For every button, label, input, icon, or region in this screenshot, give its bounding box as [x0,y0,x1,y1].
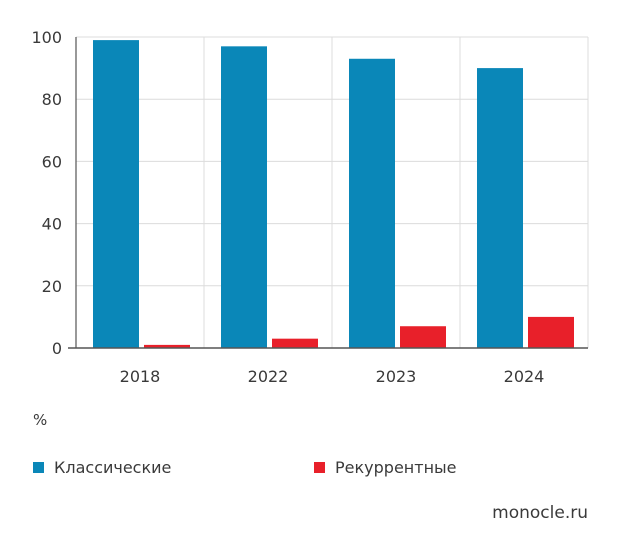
y-tick-label-100: 100 [31,28,62,47]
legend: Классические Рекуррентные [0,458,620,482]
unit-label: % [33,411,48,429]
bar-recurrent-2022 [272,338,318,348]
bar-classic-2022 [221,46,267,349]
y-tick-label-40: 40 [42,215,62,234]
y-tick-label-20: 20 [42,277,62,296]
x-tick-label-2022: 2022 [248,367,289,386]
bar-recurrent-2018 [144,344,190,348]
legend-swatch-classic [33,462,44,473]
legend-item-recurrent: Рекуррентные [314,458,457,477]
bars [93,40,574,349]
bar-recurrent-2024 [528,316,574,348]
bar-classic-2024 [477,68,523,348]
x-tick-label-2024: 2024 [504,367,545,386]
legend-label-recurrent: Рекуррентные [335,458,457,477]
x-tick-label-2023: 2023 [376,367,417,386]
bar-classic-2023 [349,58,395,349]
y-tick-label-0: 0 [52,339,62,358]
bar-classic-2018 [93,40,139,349]
legend-label-classic: Классические [54,458,172,477]
bar-recurrent-2023 [400,326,446,348]
legend-swatch-recurrent [314,462,325,473]
bar-chart: 0 20 40 60 80 100 2018 2022 2023 2024 [31,28,589,386]
legend-item-classic: Классические [33,458,171,477]
axes [68,37,588,349]
tick-labels: 0 20 40 60 80 100 2018 2022 2023 2024 [31,28,544,386]
source-label: monocle.ru [492,503,588,523]
y-tick-label-60: 60 [42,152,62,171]
y-tick-label-80: 80 [42,90,62,109]
x-tick-label-2018: 2018 [120,367,161,386]
